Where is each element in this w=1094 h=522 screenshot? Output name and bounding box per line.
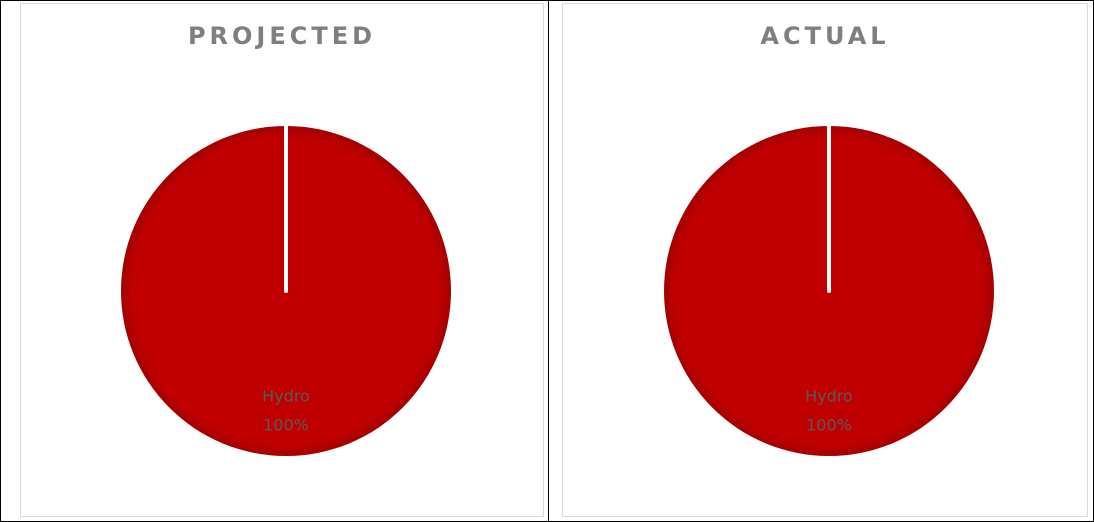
pie-chart-actual: Hydro 100% [664, 124, 994, 456]
slice-percent-label: 100% [806, 416, 852, 435]
slice-percent-label: 100% [263, 416, 309, 435]
chart-area-actual: ACTUAL Hydro 100% [562, 3, 1088, 517]
chart-title: ACTUAL [760, 22, 890, 50]
pie-chart-projected: Hydro 100% [121, 124, 451, 456]
chart-cell-projected: PROJECTED Hydro 100% [1, 0, 548, 522]
slice-category-label: Hydro [805, 387, 853, 406]
slice-category-label: Hydro [262, 387, 310, 406]
chart-title: PROJECTED [187, 22, 377, 50]
table-border-left [0, 0, 1, 522]
table-border-top [0, 0, 1094, 1]
chart-cell-actual: ACTUAL Hydro 100% [549, 0, 1093, 522]
table-border-middle [548, 0, 549, 522]
chart-area-projected: PROJECTED Hydro 100% [20, 3, 544, 517]
